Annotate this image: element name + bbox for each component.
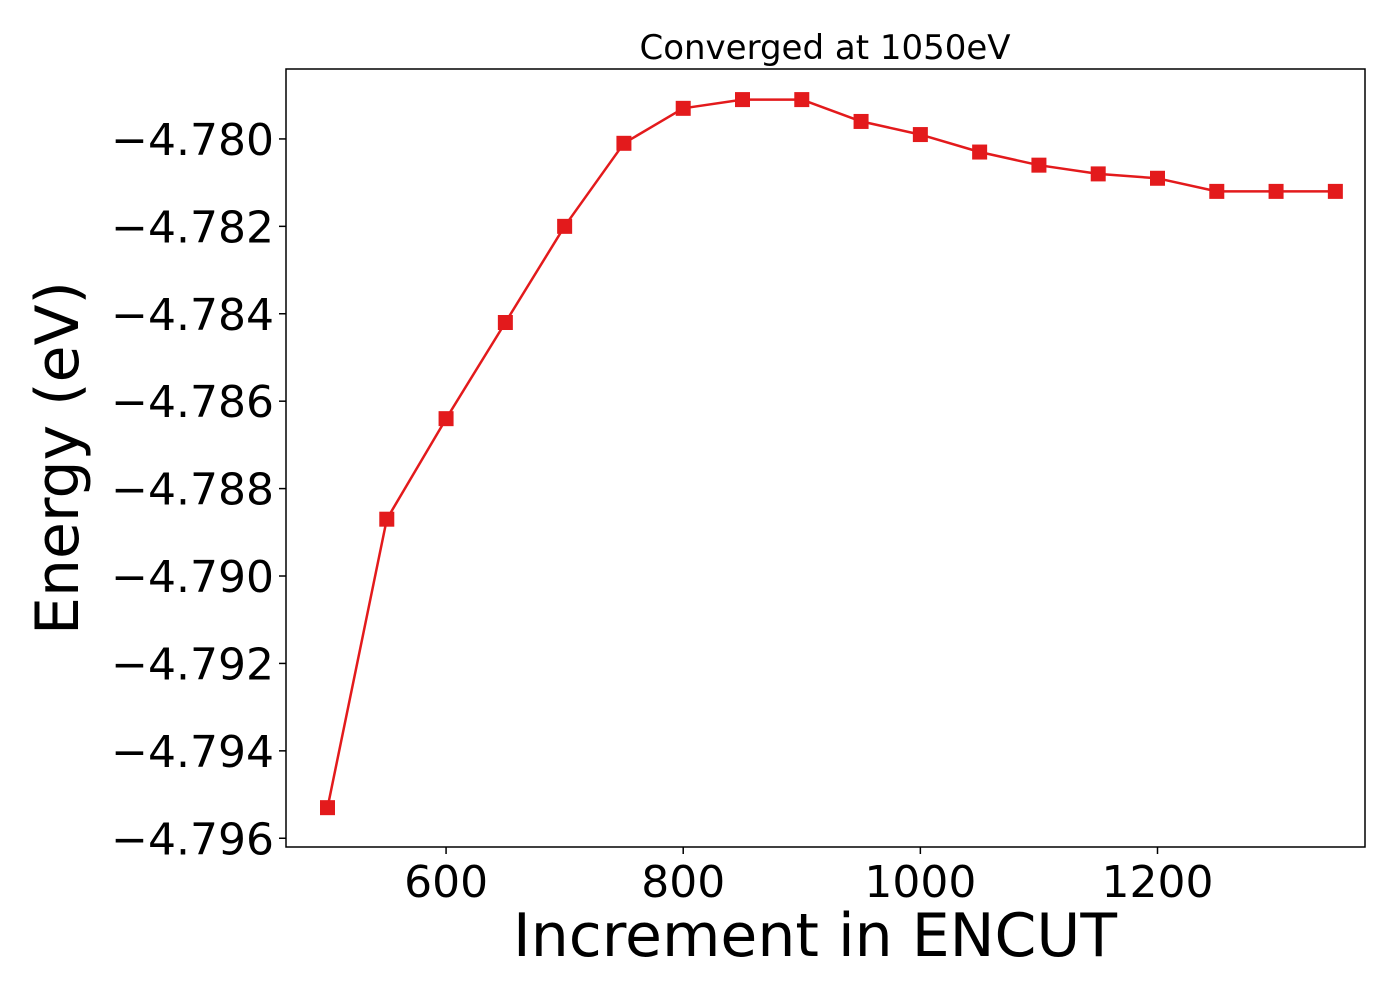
y-tick-label: −4.790	[111, 552, 274, 603]
data-point	[497, 315, 513, 331]
data-point	[616, 135, 632, 151]
y-tick-label: −4.786	[111, 377, 274, 428]
chart-title: Converged at 1050eV	[639, 28, 1010, 68]
y-axis: −4.780 −4.782 −4.784 −4.786 −4.788 −4.790 −4.7…	[111, 115, 286, 865]
data-point	[972, 144, 988, 160]
y-tick-label: −4.780	[111, 115, 274, 166]
data-point	[557, 218, 573, 234]
series-line	[326, 98, 1336, 808]
data-point	[912, 127, 928, 143]
data-point	[1327, 183, 1343, 199]
series-layer	[320, 92, 1343, 816]
y-tick-label: −4.784	[111, 290, 274, 341]
data-point	[1150, 170, 1165, 186]
x-tick-label: 800	[641, 857, 725, 908]
y-axis-title: Energy (eV)	[23, 281, 93, 635]
data-point	[320, 800, 335, 816]
data-point	[1090, 166, 1106, 182]
data-point	[675, 100, 691, 116]
data-point	[1031, 157, 1047, 173]
data-point	[438, 411, 454, 427]
data-point	[1268, 183, 1284, 199]
x-axis-title: Increment in ENCUT	[513, 901, 1117, 971]
x-tick-label: 1000	[864, 857, 976, 908]
data-point	[794, 92, 810, 108]
data-point	[853, 113, 869, 129]
data-point	[379, 511, 395, 527]
data-point	[1209, 183, 1225, 199]
y-tick-label: −4.782	[111, 202, 274, 253]
y-tick-label: −4.796	[111, 814, 274, 865]
data-point	[735, 92, 750, 108]
plot-area	[285, 68, 1366, 848]
x-tick-label: 1200	[1102, 857, 1214, 908]
y-tick-label: −4.788	[111, 465, 274, 516]
x-tick-label: 600	[404, 857, 488, 908]
y-tick-label: −4.792	[111, 639, 274, 690]
y-tick-label: −4.794	[111, 727, 274, 778]
x-axis: 600 800 1000 1200	[404, 847, 1213, 908]
